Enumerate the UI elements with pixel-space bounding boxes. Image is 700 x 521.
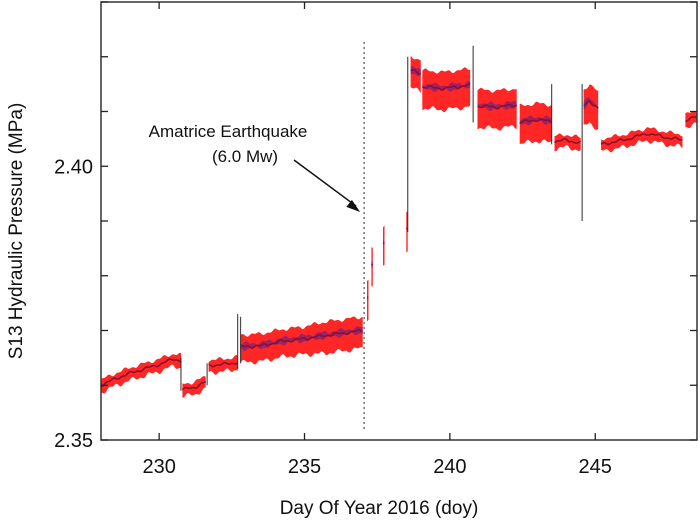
annotation-arrow [293, 159, 357, 207]
band-segment-15 [685, 111, 697, 129]
x-tick-label: 240 [433, 456, 466, 478]
band-segment-8 [410, 55, 421, 93]
center-line-segment-15 [685, 115, 697, 122]
inner-band-segment-11 [519, 115, 552, 126]
annotation-arrowhead [346, 199, 361, 213]
band-segment-6 [383, 225, 385, 266]
band-segment-4 [367, 279, 369, 322]
center-line-segment-0 [101, 358, 182, 388]
y-tick-label: 2.35 [54, 430, 93, 452]
center-line-segment-6 [382, 242, 385, 245]
band-segment-2 [208, 355, 238, 375]
center-line-segment-1 [181, 380, 207, 391]
center-line-segment-11 [519, 118, 553, 124]
center-line-segment-12 [554, 137, 581, 145]
center-line-segment-3 [240, 328, 363, 349]
x-axis-title: Day Of Year 2016 (doy) [280, 498, 479, 519]
center-line-segment-8 [410, 69, 421, 75]
band-segment-12 [554, 133, 581, 152]
series-group [101, 40, 697, 430]
band-segment-3 [240, 316, 363, 365]
band-segment-11 [519, 101, 552, 145]
band-segment-5 [371, 246, 373, 287]
earthquake-annotation: Amatrice Earthquake (6.0 Mw) [149, 122, 361, 213]
band-segment-14 [601, 127, 683, 153]
inner-band-segment-13 [583, 97, 599, 111]
center-line-segment-10 [477, 103, 518, 110]
plot-area [101, 40, 697, 430]
band-segment-1 [182, 376, 206, 398]
y-axis-title: S13 Hydraulic Pressure (MPa) [6, 103, 27, 360]
band-segment-9 [422, 67, 471, 113]
center-line-segment-9 [422, 82, 471, 91]
center-line-segment-2 [208, 361, 239, 368]
y-tick-label: 2.40 [54, 156, 93, 178]
annotation-label-title: Amatrice Earthquake [149, 122, 308, 141]
plot-frame [100, 1, 698, 441]
center-line-segment-14 [600, 133, 683, 146]
axes: 230 235 240 245 2.35 2.40 [54, 1, 697, 478]
x-tick-label: 230 [142, 456, 175, 478]
center-line-segment-5 [370, 263, 374, 266]
inner-band-segment-10 [477, 101, 517, 112]
band-segment-13 [583, 84, 599, 130]
center-line-segment-13 [583, 99, 599, 109]
annotation-label-magnitude: (6.0 Mw) [212, 147, 278, 166]
x-tick-label: 235 [288, 456, 321, 478]
x-tick-label: 245 [579, 456, 612, 478]
